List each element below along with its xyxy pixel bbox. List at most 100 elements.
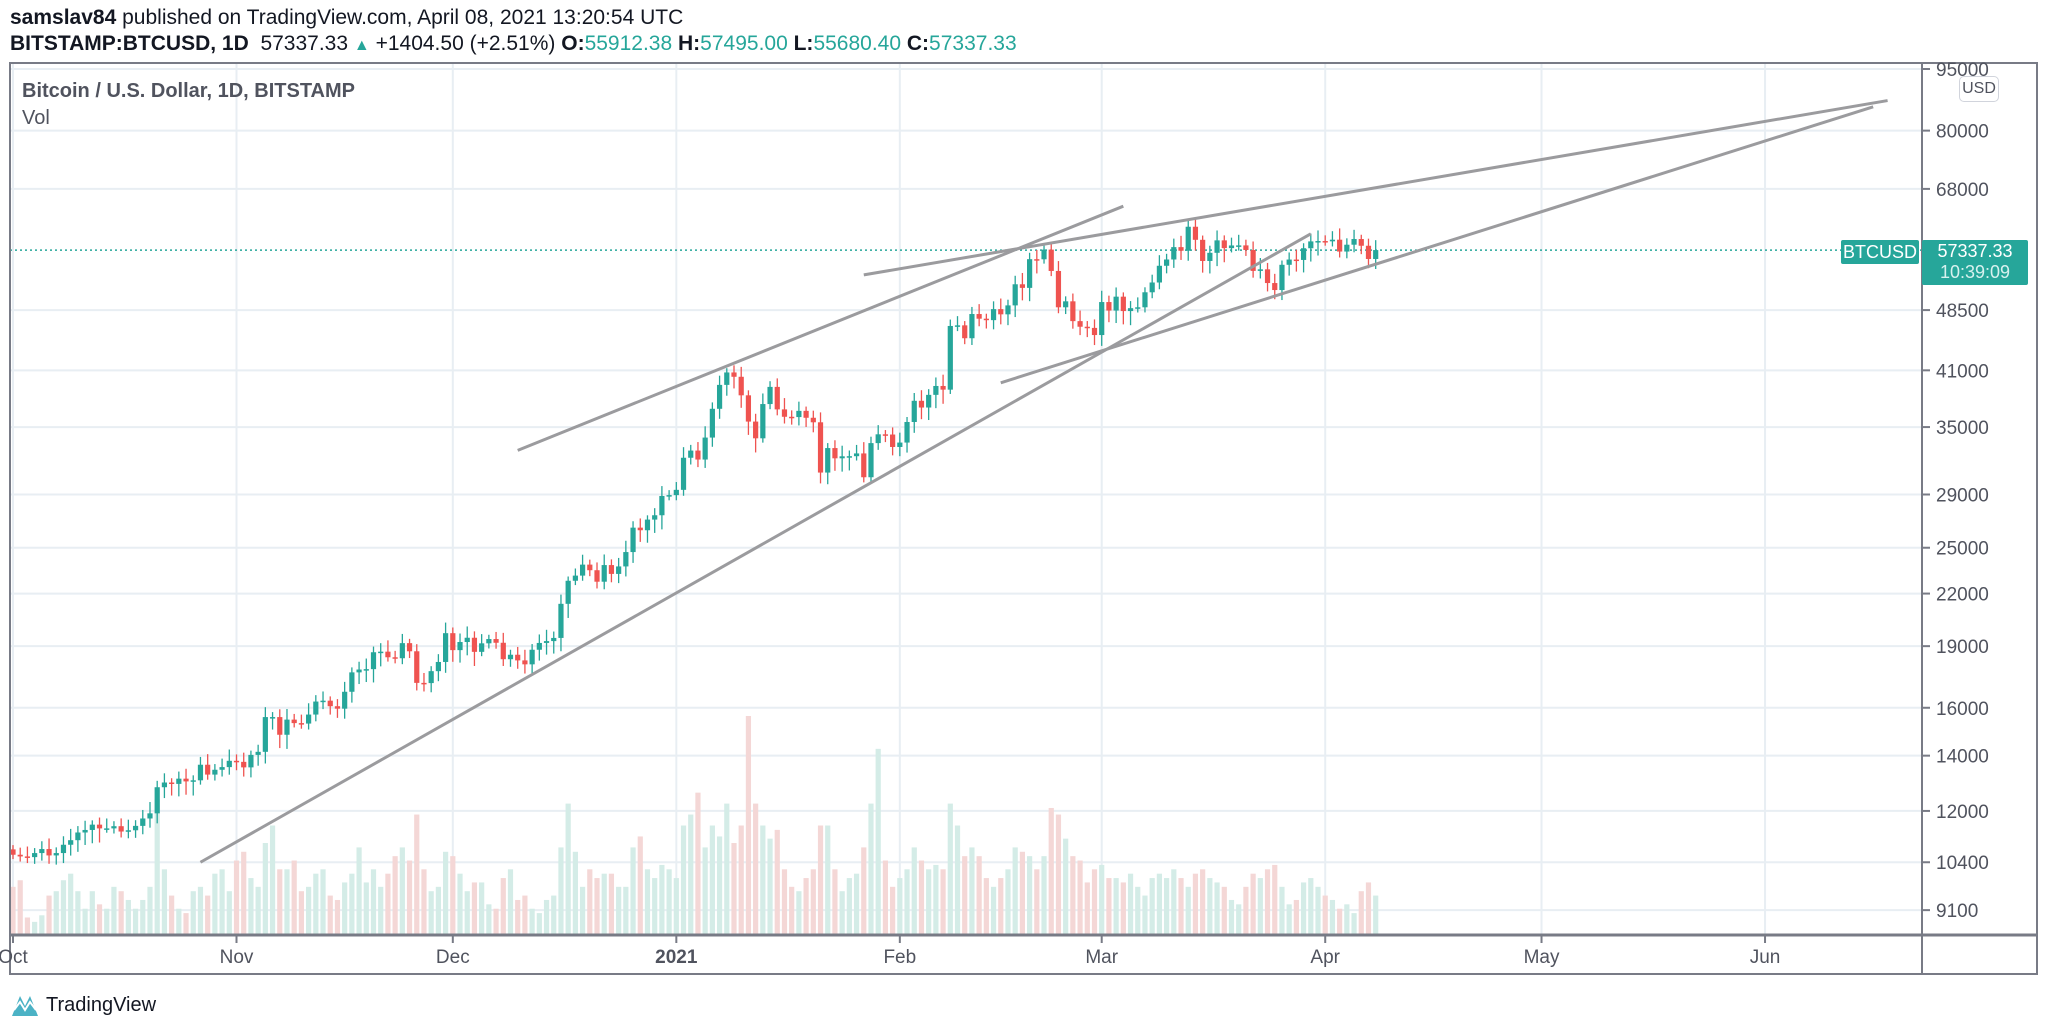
volume-bar [724, 803, 730, 935]
candle-body [774, 386, 780, 410]
candle-body [1308, 241, 1314, 249]
candle-body [1027, 259, 1033, 288]
volume-bar [24, 917, 31, 935]
volume-bar [96, 904, 103, 935]
time-axis[interactable]: Oct Nov Dec 2021 Feb Mar Apr May Jun [0, 935, 1780, 968]
change: +1404.50 (+2.51%) [375, 32, 556, 55]
candle-body [1236, 245, 1242, 247]
x-tick-label: Apr [1310, 947, 1340, 968]
candle-body [1135, 307, 1141, 309]
candle-body [205, 764, 211, 775]
candle-body [313, 701, 319, 715]
candle-body [262, 717, 268, 752]
volume-bar [1272, 864, 1278, 935]
volume-bar [767, 838, 773, 935]
volume-bar [1228, 899, 1235, 935]
candle-body [1120, 296, 1126, 312]
candle-body [962, 325, 968, 339]
candle-body [154, 787, 160, 814]
volume-bar [53, 891, 59, 935]
candle-body [327, 700, 333, 707]
candle-body [1279, 264, 1285, 291]
candle-body [947, 325, 953, 390]
candle-body [197, 764, 204, 781]
volume-legend[interactable]: Vol [22, 107, 50, 129]
volume-bar [1293, 899, 1299, 935]
candle-body [536, 642, 542, 650]
candle-body [1207, 252, 1213, 261]
volume-bar [414, 814, 420, 935]
candle-body [1344, 244, 1350, 252]
volume-bar [269, 825, 276, 935]
x-tick-label: Feb [883, 947, 916, 968]
trendline-lower-support[interactable] [199, 232, 1312, 864]
up-arrow-icon: ▲ [353, 37, 370, 54]
volume-bar [1286, 904, 1292, 935]
volume-bar [169, 895, 175, 935]
candle-body [1012, 284, 1018, 306]
candle-body [385, 651, 391, 658]
candle-body [868, 443, 874, 478]
author[interactable]: samslav84 [10, 6, 117, 29]
volume-bar [673, 878, 679, 935]
candle-body [652, 515, 658, 520]
volume-bar [990, 886, 997, 935]
volume-bar [616, 886, 622, 935]
price-axis[interactable]: 95000 80000 68000 48500 41000 35000 29000 25000… [1922, 60, 1989, 922]
trendline-lower-wedge[interactable] [1000, 105, 1874, 385]
volume-bar [132, 908, 139, 935]
candle-body [630, 527, 636, 553]
series-legend[interactable]: Bitcoin / U.S. Dollar, 1D, BITSTAMP [22, 80, 355, 102]
candle-body [1200, 239, 1206, 261]
low-value: 55680.40 [813, 32, 902, 55]
volume-bar [75, 891, 81, 935]
volume-bar [659, 864, 665, 935]
volume-bar [176, 908, 182, 935]
candle-body [486, 639, 492, 644]
candle-body [46, 849, 52, 856]
candle-body [969, 314, 975, 339]
candle-body [1055, 270, 1062, 308]
candle-body [1322, 241, 1328, 243]
candle-body [1192, 226, 1199, 240]
volume-bar [680, 825, 687, 935]
volume-bar [356, 847, 362, 935]
candle-body [1106, 302, 1112, 311]
volume-bar [731, 843, 737, 935]
open-value: 55912.38 [584, 32, 673, 55]
candle-body [334, 706, 341, 709]
volume-bar [926, 869, 932, 935]
candle-body [161, 782, 168, 788]
candle-body [1099, 302, 1105, 336]
volume-bar [1070, 856, 1076, 935]
trendline-upper-wedge[interactable] [863, 99, 1888, 277]
volume-bar [839, 891, 845, 935]
volume-bar [1322, 895, 1328, 935]
candle-body [1171, 247, 1177, 260]
candle-body [363, 669, 369, 671]
volume-bar [1019, 851, 1025, 935]
candles [10, 217, 1379, 865]
volume-bar [1214, 882, 1220, 935]
volume-bar [428, 891, 434, 935]
volume-bar [399, 847, 405, 935]
volume-bar [10, 886, 16, 935]
candle-body [392, 657, 398, 659]
high-label: H: [678, 32, 701, 55]
low-label: L: [793, 32, 814, 55]
trendlines[interactable] [199, 99, 1888, 864]
tradingview-logo[interactable]: TradingView [10, 992, 156, 1018]
candle-body [904, 421, 910, 443]
currency-badge[interactable]: USD [1959, 76, 1999, 102]
candle-body [212, 769, 218, 775]
volume-bar [255, 886, 261, 935]
volume-bar [82, 908, 88, 935]
open-label: O: [561, 32, 585, 55]
candle-body [1127, 308, 1134, 312]
candle-body [983, 318, 989, 321]
volume-bar [716, 836, 723, 935]
candle-body [1329, 239, 1336, 242]
candle-body [940, 385, 946, 390]
volume-bar [1120, 882, 1126, 935]
